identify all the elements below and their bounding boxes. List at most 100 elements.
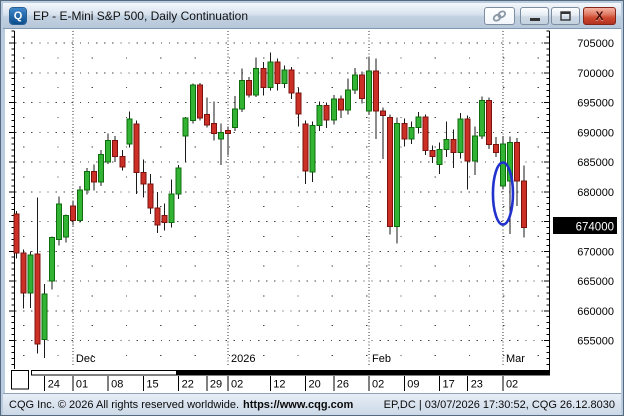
price-axis-label: 680000	[577, 187, 614, 199]
candle-body	[281, 69, 288, 84]
candle-body	[105, 140, 112, 163]
candle-body	[98, 153, 105, 183]
candle-body	[41, 293, 48, 340]
candle-body	[27, 254, 34, 294]
minimize-icon	[529, 17, 540, 21]
maximize-button[interactable]	[551, 7, 580, 25]
window-title: EP - E-Mini S&P 500, Daily Continuation	[33, 8, 248, 23]
candle-body	[76, 189, 83, 221]
candle-body	[20, 252, 27, 294]
date-label: 02	[231, 379, 243, 391]
candle-body	[91, 171, 98, 183]
candle-body	[366, 70, 372, 112]
scrollbar-thumb[interactable]	[177, 370, 550, 376]
candle-body	[168, 193, 175, 224]
candle-body	[154, 207, 161, 226]
candle-body	[323, 104, 330, 121]
candle-body	[288, 69, 295, 94]
candle-body	[246, 79, 253, 96]
date-label: 23	[471, 379, 483, 391]
price-axis-label: 685000	[577, 157, 614, 169]
candle-body	[69, 205, 76, 221]
candle-body	[147, 183, 154, 209]
y-axes	[9, 30, 550, 373]
annotation-ellipse	[491, 161, 515, 226]
candle-body	[337, 98, 344, 111]
candle-body	[471, 135, 478, 162]
candle-body	[457, 118, 464, 153]
candle-body	[267, 61, 274, 89]
candle-body	[260, 68, 267, 89]
candle-body	[203, 113, 210, 126]
date-label: 08	[111, 379, 123, 391]
copyright-text: CQG Inc. © 2026 All rights reserved worl…	[9, 398, 240, 411]
candle-body	[182, 117, 189, 137]
candle-body	[175, 167, 182, 195]
candle-body	[309, 125, 316, 173]
candle-body	[485, 100, 492, 146]
scrollbar-track[interactable]	[31, 370, 177, 376]
price-axis-label: 700000	[577, 68, 614, 80]
titlebar-buttons: X	[484, 7, 616, 25]
maximize-icon	[560, 11, 571, 21]
candle-body	[13, 213, 20, 254]
cqg-url-link[interactable]: https://www.cqg.com	[243, 398, 354, 411]
date-label: 15	[146, 379, 158, 391]
candle-body	[316, 104, 323, 127]
date-label: 22	[182, 379, 194, 391]
date-label: 29	[210, 379, 222, 391]
candle-body	[394, 122, 401, 227]
date-label: 12	[273, 379, 285, 391]
candles	[13, 52, 528, 358]
candle-body	[408, 126, 415, 140]
link-chart-button[interactable]	[484, 7, 515, 25]
price-axis-label: 670000	[577, 246, 614, 258]
month-label: Mar	[506, 353, 525, 365]
date-label: 26	[337, 379, 349, 391]
month-label: Feb	[372, 353, 391, 365]
candle-body	[387, 116, 394, 227]
price-axis-label: 695000	[577, 98, 614, 110]
status-left: CQG Inc. © 2026 All rights reserved worl…	[9, 399, 353, 411]
window-titlebar[interactable]: Q EP - E-Mini S&P 500, Daily Continuatio…	[3, 3, 621, 29]
candle-body	[521, 180, 528, 228]
price-axis-label: 705000	[577, 38, 614, 50]
candle-body	[507, 141, 513, 182]
candle-body	[436, 149, 443, 165]
candle-body	[422, 116, 429, 152]
status-bar: CQG Inc. © 2026 All rights reserved worl…	[3, 393, 621, 415]
cqg-app-icon: Q	[10, 7, 26, 24]
price-chart[interactable]: Dec 2026 Feb Mar705000700000695000690000685…	[5, 29, 621, 393]
date-label: 02	[506, 379, 518, 391]
minimize-button[interactable]	[520, 7, 549, 25]
candle-body	[351, 74, 358, 91]
candle-body	[373, 70, 380, 112]
scroll-corner-box[interactable]	[11, 370, 29, 390]
candle-body	[450, 138, 457, 153]
candle-body	[126, 118, 133, 145]
candle-body	[210, 122, 217, 134]
close-button[interactable]: X	[583, 7, 616, 25]
candle-body	[295, 92, 302, 115]
candle-body	[415, 116, 422, 128]
candle-body	[492, 144, 499, 153]
candle-body	[217, 131, 224, 140]
candle-body	[302, 123, 309, 172]
candle-body	[478, 100, 485, 137]
date-label: 02	[372, 379, 384, 391]
candle-body	[48, 237, 55, 282]
grid-lines	[15, 31, 549, 365]
date-label: 20	[309, 379, 321, 391]
chain-link-icon	[491, 9, 508, 23]
candle-body	[62, 215, 69, 238]
date-label: 01	[76, 379, 88, 391]
status-session-info: EP,DC | 03/07/2026 17:30:52, CQG 26.12.8…	[383, 398, 615, 411]
date-label: 17	[443, 379, 455, 391]
chart-panel: Dec 2026 Feb Mar 705000 700000 695000 690000 685…	[5, 29, 621, 393]
last-price-box	[553, 217, 617, 234]
candle-body	[55, 203, 62, 240]
price-axis-label: 665000	[577, 276, 614, 288]
candle-body	[380, 110, 387, 117]
candle-body	[344, 89, 351, 111]
